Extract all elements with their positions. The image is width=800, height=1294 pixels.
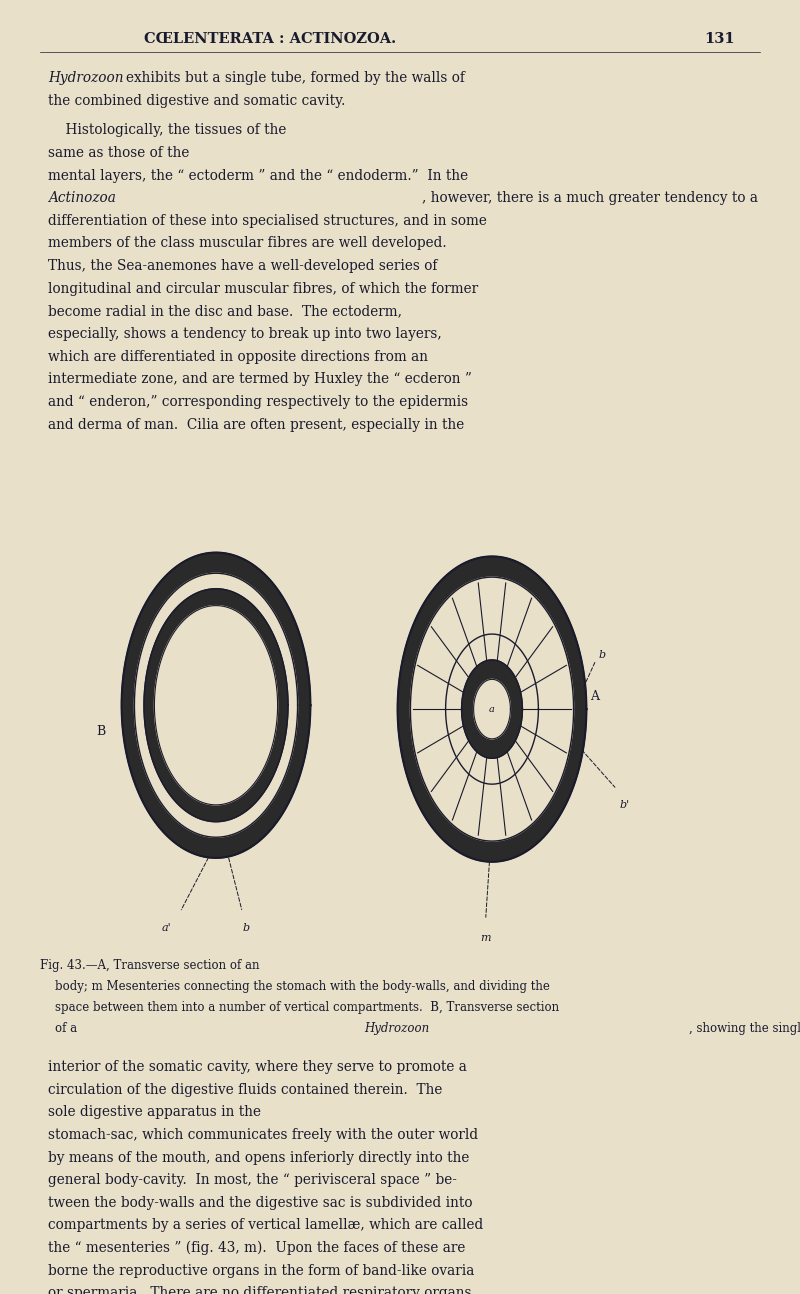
Text: borne the reproductive organs in the form of band-like ovaria: borne the reproductive organs in the for… xyxy=(48,1264,474,1277)
Text: b: b xyxy=(598,650,606,660)
Text: exhibits but a single tube, formed by the walls of: exhibits but a single tube, formed by th… xyxy=(126,71,466,85)
Text: A: A xyxy=(590,690,599,703)
Polygon shape xyxy=(410,577,574,841)
Text: general body-cavity.  In most, the “ perivisceral space ” be-: general body-cavity. In most, the “ peri… xyxy=(48,1174,457,1187)
Text: Histologically, the tissues of the: Histologically, the tissues of the xyxy=(48,123,290,137)
Text: tween the body-walls and the digestive sac is subdivided into: tween the body-walls and the digestive s… xyxy=(48,1196,473,1210)
Text: 131: 131 xyxy=(704,32,734,47)
Text: space between them into a number of vertical compartments.  B, Transverse sectio: space between them into a number of vert… xyxy=(40,1002,559,1014)
Text: longitudinal and circular muscular fibres, of which the former: longitudinal and circular muscular fibre… xyxy=(48,282,478,296)
Text: Hydrozoon: Hydrozoon xyxy=(48,71,123,85)
Text: sole digestive apparatus in the: sole digestive apparatus in the xyxy=(48,1105,266,1119)
Text: intermediate zone, and are termed by Huxley the “ ecderon ”: intermediate zone, and are termed by Hux… xyxy=(48,373,472,387)
Text: become radial in the disc and base.  The ectoderm,: become radial in the disc and base. The … xyxy=(48,304,402,318)
Polygon shape xyxy=(122,553,310,858)
Text: and “ enderon,” corresponding respectively to the epidermis: and “ enderon,” corresponding respective… xyxy=(48,395,468,409)
Text: a: a xyxy=(489,705,495,713)
Polygon shape xyxy=(134,573,298,837)
Text: Hydrozoon: Hydrozoon xyxy=(364,1022,430,1035)
Text: stomach-sac, which communicates freely with the outer world: stomach-sac, which communicates freely w… xyxy=(48,1128,478,1141)
Text: a': a' xyxy=(162,923,171,933)
Text: Actinozoa: Actinozoa xyxy=(48,192,116,206)
Polygon shape xyxy=(474,679,510,739)
Text: which are differentiated in opposite directions from an: which are differentiated in opposite dir… xyxy=(48,349,428,364)
Text: and derma of man.  Cilia are often present, especially in the: and derma of man. Cilia are often presen… xyxy=(48,418,464,432)
Text: , showing the single tube formed by the walls of the body.: , showing the single tube formed by the … xyxy=(689,1022,800,1035)
Text: m: m xyxy=(480,933,491,943)
Text: , however, there is a much greater tendency to a: , however, there is a much greater tende… xyxy=(422,192,758,206)
Polygon shape xyxy=(144,589,288,822)
Text: body; m Mesenteries connecting the stomach with the body-walls, and dividing the: body; m Mesenteries connecting the stoma… xyxy=(40,980,550,992)
Text: compartments by a series of vertical lamellæ, which are called: compartments by a series of vertical lam… xyxy=(48,1219,483,1232)
Text: the combined digestive and somatic cavity.: the combined digestive and somatic cavit… xyxy=(48,94,346,107)
Text: especially, shows a tendency to break up into two layers,: especially, shows a tendency to break up… xyxy=(48,327,442,342)
Text: Thus, the Sea-anemones have a well-developed series of: Thus, the Sea-anemones have a well-devel… xyxy=(48,259,438,273)
Text: or spermaria.  There are no differentiated respiratory organs: or spermaria. There are no differentiate… xyxy=(48,1286,471,1294)
Text: members of the class muscular fibres are well developed.: members of the class muscular fibres are… xyxy=(48,237,446,251)
Text: b: b xyxy=(242,923,249,933)
Text: same as those of the: same as those of the xyxy=(48,146,194,160)
Text: the “ mesenteries ” (fig. 43, m).  Upon the faces of these are: the “ mesenteries ” (fig. 43, m). Upon t… xyxy=(48,1241,466,1255)
Text: of a: of a xyxy=(40,1022,81,1035)
Text: circulation of the digestive fluids contained therein.  The: circulation of the digestive fluids cont… xyxy=(48,1083,442,1096)
Text: Fig. 43.—A, Transverse section of an: Fig. 43.—A, Transverse section of an xyxy=(40,959,263,972)
Text: B: B xyxy=(96,725,106,738)
Text: differentiation of these into specialised structures, and in some: differentiation of these into specialise… xyxy=(48,214,487,228)
Text: mental layers, the “ ectoderm ” and the “ endoderm.”  In the: mental layers, the “ ectoderm ” and the … xyxy=(48,168,468,182)
Text: b': b' xyxy=(620,800,630,810)
Polygon shape xyxy=(154,606,278,805)
Text: CŒLENTERATA : ACTINOZOA.: CŒLENTERATA : ACTINOZOA. xyxy=(144,32,396,47)
Text: by means of the mouth, and opens inferiorly directly into the: by means of the mouth, and opens inferio… xyxy=(48,1150,470,1165)
Polygon shape xyxy=(398,556,586,862)
Text: interior of the somatic cavity, where they serve to promote a: interior of the somatic cavity, where th… xyxy=(48,1060,467,1074)
Polygon shape xyxy=(462,660,522,758)
